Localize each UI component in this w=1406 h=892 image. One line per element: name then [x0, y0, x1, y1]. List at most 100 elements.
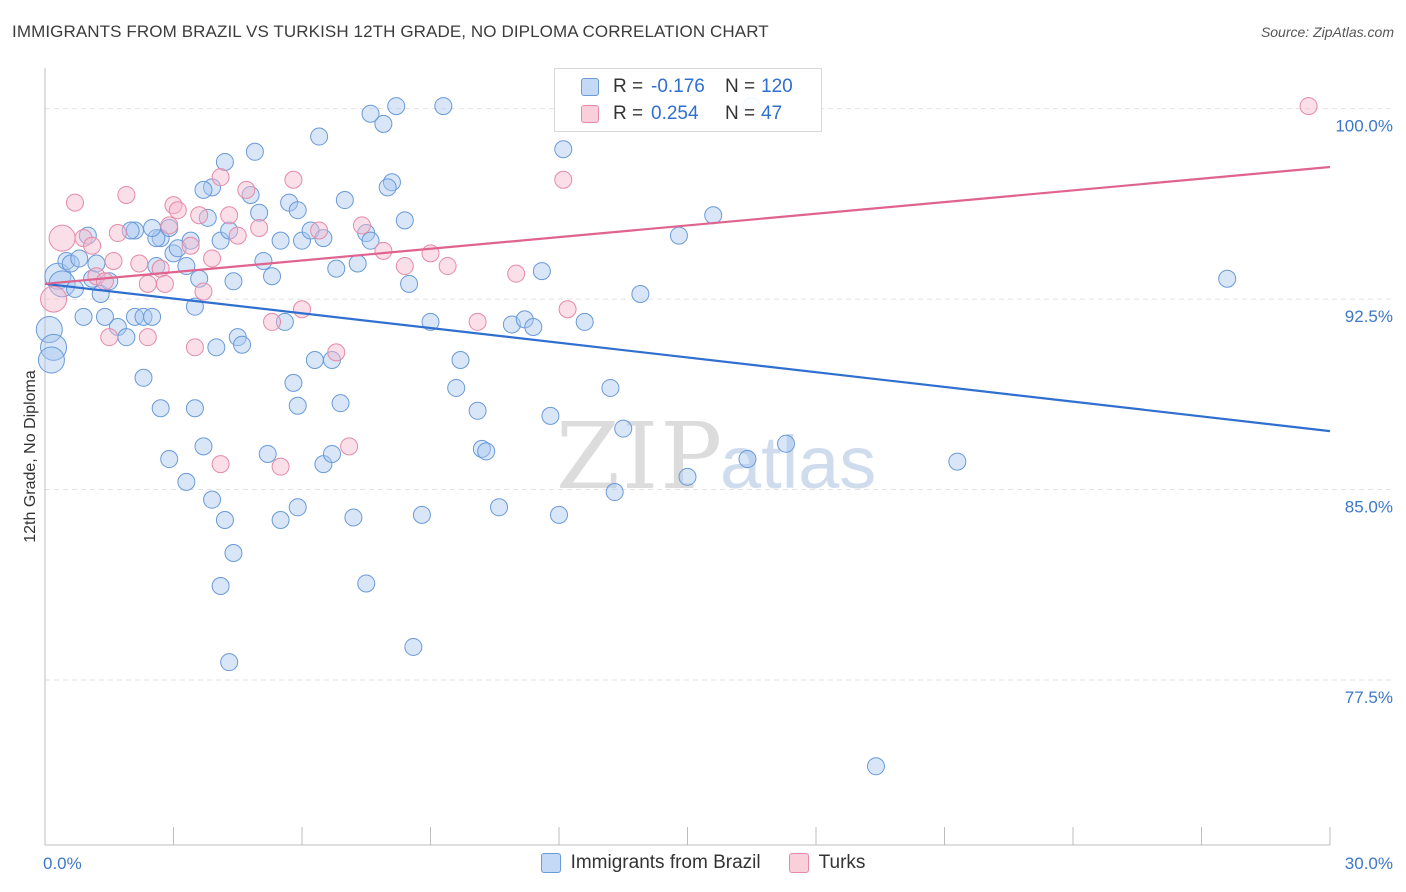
turks-point: [374, 241, 393, 260]
brazil-point: [95, 307, 114, 326]
legend-n-value-turks: 47: [761, 103, 783, 124]
turks-point: [352, 216, 371, 235]
brazil-point: [271, 510, 290, 529]
y-axis-title: 12th Grade, No Diploma: [22, 370, 39, 543]
brazil-point: [117, 328, 136, 347]
turks-point: [203, 249, 222, 268]
legend-r-value-brazil: -0.176: [651, 76, 705, 97]
brazil-point: [271, 231, 290, 250]
brazil-point: [387, 97, 406, 116]
brazil-point: [327, 259, 346, 278]
brazil-point: [866, 757, 885, 776]
watermark: ZIP atlas: [556, 403, 876, 510]
brazil-point: [331, 394, 350, 413]
legend-r-label: R =: [613, 103, 644, 124]
brazil-point: [322, 444, 341, 463]
brazil-point: [575, 312, 594, 331]
turks-point: [284, 170, 303, 189]
series-legend: Immigrants from Brazil Turks: [0, 852, 1406, 874]
brazil-point: [215, 152, 234, 171]
correlation-legend: R = -0.176 N = 120 R = 0.254 N = 47: [554, 68, 822, 132]
series-brazil-points: [35, 97, 1237, 776]
brazil-point: [738, 450, 757, 469]
brazil-point: [224, 272, 243, 291]
brazil-point: [601, 378, 620, 397]
turks-point: [65, 193, 84, 212]
brazil-point: [541, 406, 560, 425]
brazil-point: [468, 401, 487, 420]
turks-point: [438, 257, 457, 276]
brazil-point: [35, 316, 63, 344]
brazil-point: [614, 419, 633, 438]
chart-title: IMMIGRANTS FROM BRAZIL VS TURKISH 12TH G…: [12, 22, 769, 41]
turks-point: [168, 201, 187, 220]
brazil-point: [211, 577, 230, 595]
legend-item-turks: Turks: [788, 852, 865, 874]
brazil-point: [263, 267, 282, 286]
turks-point: [117, 185, 136, 204]
brazil-point: [177, 472, 196, 491]
brazil-point: [374, 114, 393, 133]
turks-point: [185, 338, 204, 357]
axis-labels: 100.0% 92.5% 85.0% 77.5% 0.0% 30.0% 12th Grade…: [22, 117, 1393, 873]
brazil-point: [434, 97, 453, 116]
turks-point: [160, 216, 179, 235]
chart-source: Source: ZipAtlas.com: [1260, 24, 1394, 40]
brazil-point: [185, 399, 204, 418]
legend-n-label: N =: [725, 103, 756, 124]
brazil-point: [37, 346, 65, 374]
turks-point: [468, 312, 487, 331]
brazil-point: [310, 127, 329, 146]
brazil-point: [669, 226, 688, 245]
brazil-point: [250, 203, 269, 222]
brazil-trend-line: [44, 282, 1331, 433]
turks-point: [83, 236, 102, 255]
turks-point: [138, 328, 157, 347]
brazil-point: [151, 399, 170, 418]
brazil-point: [220, 653, 239, 672]
brazil-point: [524, 318, 543, 336]
turks-point: [138, 274, 157, 293]
turks-point: [40, 285, 68, 313]
brazil-point: [215, 510, 234, 529]
brazil-point: [335, 191, 354, 210]
brazil-point: [378, 178, 397, 197]
trend-lines: [44, 165, 1331, 433]
brazil-point: [532, 262, 551, 281]
brazil-point: [254, 251, 273, 270]
brazil-point: [147, 229, 166, 248]
brazil-point: [258, 444, 277, 463]
watermark-zip: ZIP: [556, 403, 724, 510]
legend-label-brazil: Immigrants from Brazil: [570, 852, 761, 873]
turks-point: [220, 206, 239, 225]
brazil-point: [305, 351, 324, 370]
brazil-point: [451, 351, 470, 370]
x-tick-label-max: 30.0%: [1345, 854, 1393, 873]
brazil-point: [678, 467, 697, 486]
brazil-point: [948, 452, 967, 471]
turks-point: [130, 254, 149, 273]
brazil-point: [284, 373, 303, 392]
brazil-point: [554, 140, 573, 159]
turks-point: [1299, 97, 1318, 116]
watermark-atlas: atlas: [720, 421, 876, 504]
turks-legend-swatch: [788, 853, 809, 873]
brazil-point: [233, 335, 252, 354]
legend-n-label: N =: [725, 76, 756, 97]
brazil-point: [395, 211, 414, 230]
turks-point: [95, 272, 114, 291]
brazil-point: [777, 434, 796, 453]
brazil-point: [224, 543, 243, 562]
brazil-point: [70, 249, 89, 268]
brazil-point: [194, 180, 213, 199]
y-tick-label: 85.0%: [1345, 498, 1393, 517]
brazil-point: [404, 637, 423, 656]
brazil-point: [207, 338, 226, 357]
turks-point: [48, 224, 76, 252]
brazil-point: [245, 142, 264, 161]
brazil-swatch: [581, 78, 599, 96]
brazil-point: [61, 254, 80, 273]
turks-point: [228, 226, 247, 245]
brazil-point: [288, 396, 307, 415]
